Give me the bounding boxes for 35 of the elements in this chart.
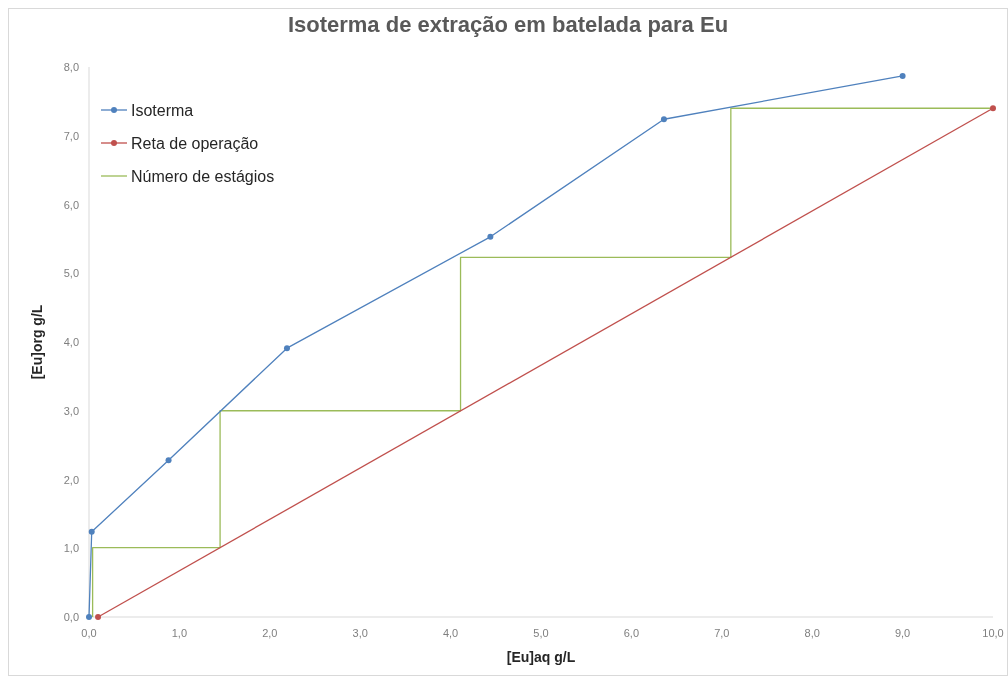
point (88, 528, 95, 535)
legend-label: Reta de operação (131, 135, 259, 152)
y-tick-label: 0,0 (63, 611, 79, 623)
x-tick-label: 8,0 (804, 627, 820, 639)
chart-title: Isoterma de extração em batelada para Eu (287, 12, 729, 37)
x-tick-label: 0,0 (81, 627, 97, 639)
y-axis-title: [Eu]org g/L (29, 304, 45, 380)
x-tick-label: 10,0 (982, 627, 1004, 639)
point (86, 614, 92, 620)
x-tick-label: 1,0 (171, 627, 188, 639)
y-tick-label: 2,0 (63, 473, 79, 486)
x-tick-label: 5,0 (533, 627, 549, 639)
point (899, 72, 906, 79)
point (660, 116, 667, 123)
y-tick-label: 6,0 (63, 198, 79, 211)
x-axis-title: [Eu]aq g/L (506, 649, 576, 665)
point (487, 233, 494, 240)
point (165, 457, 172, 464)
x-tick-label: 3,0 (352, 627, 368, 639)
y-tick-label: 8,0 (63, 61, 79, 73)
y-tick-label: 4,0 (63, 336, 79, 348)
x-tick-label: 6,0 (623, 627, 640, 639)
y-tick-label: 3,0 (63, 404, 79, 417)
x-tick-label: 7,0 (714, 627, 730, 639)
point (990, 105, 996, 112)
legend-label: Isoterma (131, 102, 194, 119)
point (283, 345, 290, 352)
x-tick-label: 2,0 (262, 627, 278, 639)
x-tick-label: 4,0 (442, 627, 459, 639)
y-tick-label: 1,0 (63, 542, 79, 555)
point (95, 614, 102, 620)
y-tick-label: 7,0 (63, 129, 79, 142)
y-tick-label: 5,0 (63, 267, 79, 280)
legend-label: Número de estágios (131, 168, 275, 185)
x-tick-label: 9,0 (894, 627, 911, 639)
